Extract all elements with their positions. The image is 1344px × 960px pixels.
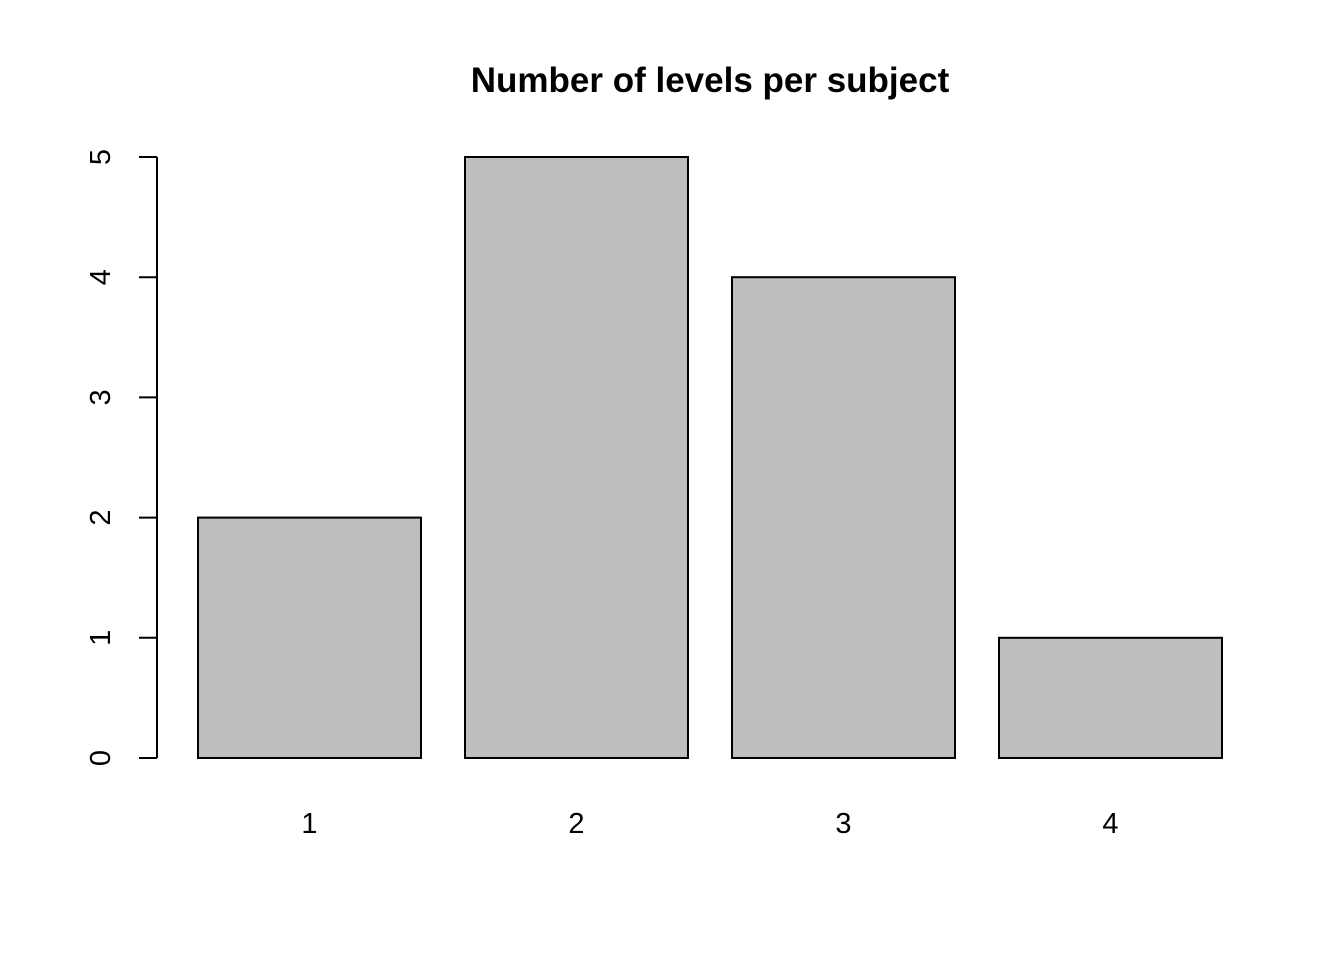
y-axis: 0 1 2 3 4 5 bbox=[85, 149, 158, 766]
y-tick-label: 2 bbox=[85, 510, 117, 526]
y-tick-label: 3 bbox=[85, 389, 117, 405]
x-tick-label: 2 bbox=[568, 808, 584, 840]
bar-3 bbox=[731, 276, 956, 759]
x-axis-labels: 1 2 3 4 bbox=[301, 808, 1118, 840]
x-tick-label: 4 bbox=[1102, 808, 1118, 840]
x-tick-label: 3 bbox=[835, 808, 851, 840]
bar-4 bbox=[998, 636, 1223, 759]
x-tick-label: 1 bbox=[301, 808, 317, 840]
y-tick-label: 5 bbox=[85, 149, 117, 165]
y-tick-label: 4 bbox=[85, 269, 117, 285]
bars bbox=[197, 156, 1223, 759]
y-tick-label: 1 bbox=[85, 630, 117, 646]
bar-1 bbox=[197, 516, 422, 759]
bar-2 bbox=[464, 156, 689, 759]
chart-title: Number of levels per subject bbox=[471, 61, 950, 100]
y-tick-label: 0 bbox=[85, 750, 117, 766]
